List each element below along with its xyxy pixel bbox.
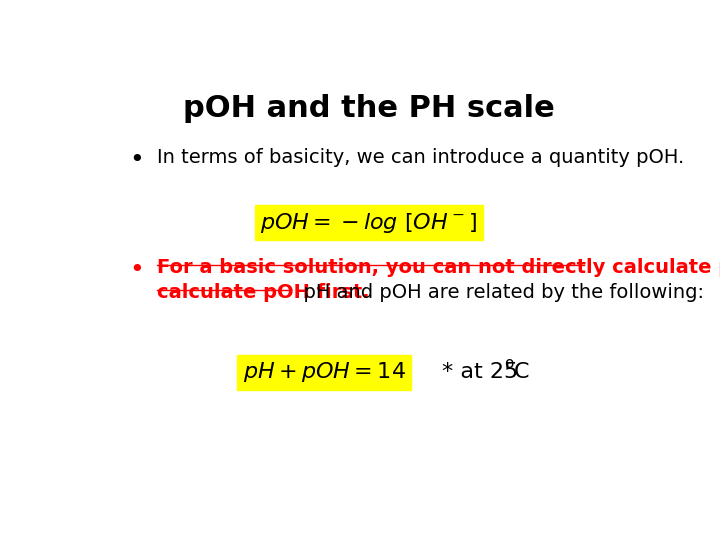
Text: calculate pOH first.: calculate pOH first. — [157, 283, 369, 302]
Text: $pH + pOH = 14$: $pH + pOH = 14$ — [243, 361, 406, 384]
Text: •: • — [129, 258, 144, 282]
Text: For a basic solution, you can not directly calculate pH.  You must: For a basic solution, you can not direct… — [157, 258, 720, 277]
Text: pH and pOH are related by the following:: pH and pOH are related by the following: — [291, 283, 704, 302]
Text: o: o — [504, 356, 513, 371]
Text: pOH and the PH scale: pOH and the PH scale — [183, 94, 555, 123]
Text: C: C — [514, 362, 530, 382]
Text: * at 25: * at 25 — [441, 362, 518, 382]
Text: $pOH = -log\ [OH^-]$: $pOH = -log\ [OH^-]$ — [261, 211, 477, 235]
Text: In terms of basicity, we can introduce a quantity pOH.: In terms of basicity, we can introduce a… — [157, 148, 684, 167]
Text: •: • — [129, 148, 144, 172]
